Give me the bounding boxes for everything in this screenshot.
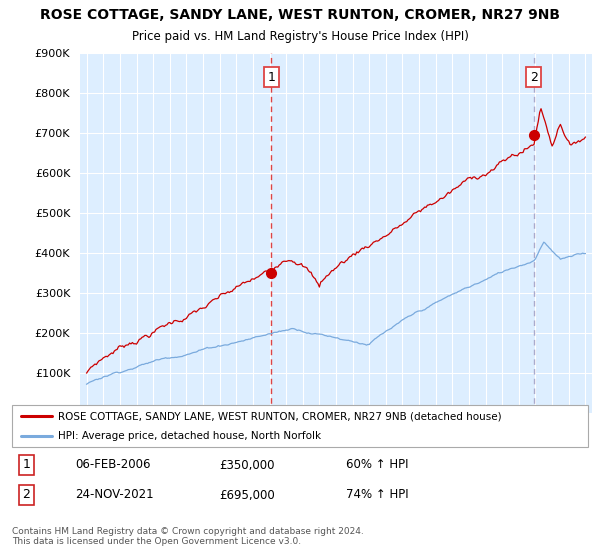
Text: Contains HM Land Registry data © Crown copyright and database right 2024.
This d: Contains HM Land Registry data © Crown c…: [12, 526, 364, 546]
Text: ROSE COTTAGE, SANDY LANE, WEST RUNTON, CROMER, NR27 9NB: ROSE COTTAGE, SANDY LANE, WEST RUNTON, C…: [40, 8, 560, 22]
Text: £350,000: £350,000: [220, 459, 275, 472]
Text: Price paid vs. HM Land Registry's House Price Index (HPI): Price paid vs. HM Land Registry's House …: [131, 30, 469, 43]
Text: 2: 2: [530, 71, 538, 83]
Text: 2: 2: [22, 488, 31, 502]
Text: 74% ↑ HPI: 74% ↑ HPI: [346, 488, 409, 502]
Text: 1: 1: [22, 459, 31, 472]
Text: HPI: Average price, detached house, North Norfolk: HPI: Average price, detached house, Nort…: [58, 431, 321, 441]
Text: £695,000: £695,000: [220, 488, 275, 502]
FancyBboxPatch shape: [12, 405, 588, 447]
Text: ROSE COTTAGE, SANDY LANE, WEST RUNTON, CROMER, NR27 9NB (detached house): ROSE COTTAGE, SANDY LANE, WEST RUNTON, C…: [58, 412, 502, 421]
Text: 06-FEB-2006: 06-FEB-2006: [76, 459, 151, 472]
Text: 24-NOV-2021: 24-NOV-2021: [76, 488, 154, 502]
Text: 1: 1: [267, 71, 275, 83]
Text: 60% ↑ HPI: 60% ↑ HPI: [346, 459, 409, 472]
